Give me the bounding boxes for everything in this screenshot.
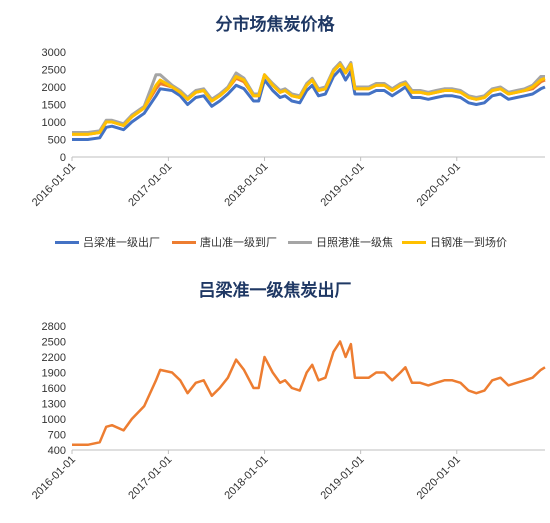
x-tick-label: 2019-01-01 xyxy=(318,454,366,502)
y-tick-label: 500 xyxy=(48,135,66,147)
y-tick-label: 2500 xyxy=(42,65,66,77)
y-tick-label: 1600 xyxy=(42,383,66,395)
y-tick-label: 1000 xyxy=(42,414,66,426)
series-line-0 xyxy=(72,340,546,447)
legend-label: 日照港准一级焦 xyxy=(316,236,393,249)
series-line-3 xyxy=(72,62,546,136)
legend-label: 唐山准一级到厂 xyxy=(200,236,277,249)
y-tick-label: 1000 xyxy=(42,117,66,129)
x-tick-label: 2016-01-01 xyxy=(30,454,78,502)
legend-item: 日照港准一级焦 xyxy=(288,234,393,250)
y-tick-label: 2000 xyxy=(42,82,66,94)
legend-swatch xyxy=(55,240,79,244)
y-tick-label: 1500 xyxy=(42,100,66,112)
legend-item: 日钢准一到场价 xyxy=(402,234,507,250)
chart-title: 分市场焦炭价格 xyxy=(215,15,335,35)
legend-swatch xyxy=(288,240,312,244)
y-tick-label: 2800 xyxy=(42,321,66,333)
y-tick-label: 0 xyxy=(60,152,66,164)
chart-title-2: 吕梁准一级焦炭出厂 xyxy=(198,281,352,301)
y-tick-label: 1300 xyxy=(42,399,66,411)
y-tick-label: 700 xyxy=(48,430,66,442)
legend-item: 吕梁准一级出厂 xyxy=(55,234,160,250)
y-tick-label: 2200 xyxy=(42,352,66,364)
legend-swatch xyxy=(402,240,426,244)
legend-item: 唐山准一级到厂 xyxy=(172,234,277,250)
x-tick-label: 2017-01-01 xyxy=(126,454,174,502)
legend-label: 吕梁准一级出厂 xyxy=(83,236,160,249)
series-line-0 xyxy=(72,68,546,141)
y-tick-label: 2500 xyxy=(42,337,66,349)
y-tick-label: 3000 xyxy=(42,47,66,59)
legend-label: 日钢准一到场价 xyxy=(430,236,507,249)
x-tick-label: 2020-01-01 xyxy=(415,454,463,502)
legend-swatch xyxy=(172,240,196,244)
x-tick-label: 2018-01-01 xyxy=(222,454,270,502)
y-tick-label: 400 xyxy=(48,445,66,457)
y-tick-label: 1900 xyxy=(42,368,66,380)
